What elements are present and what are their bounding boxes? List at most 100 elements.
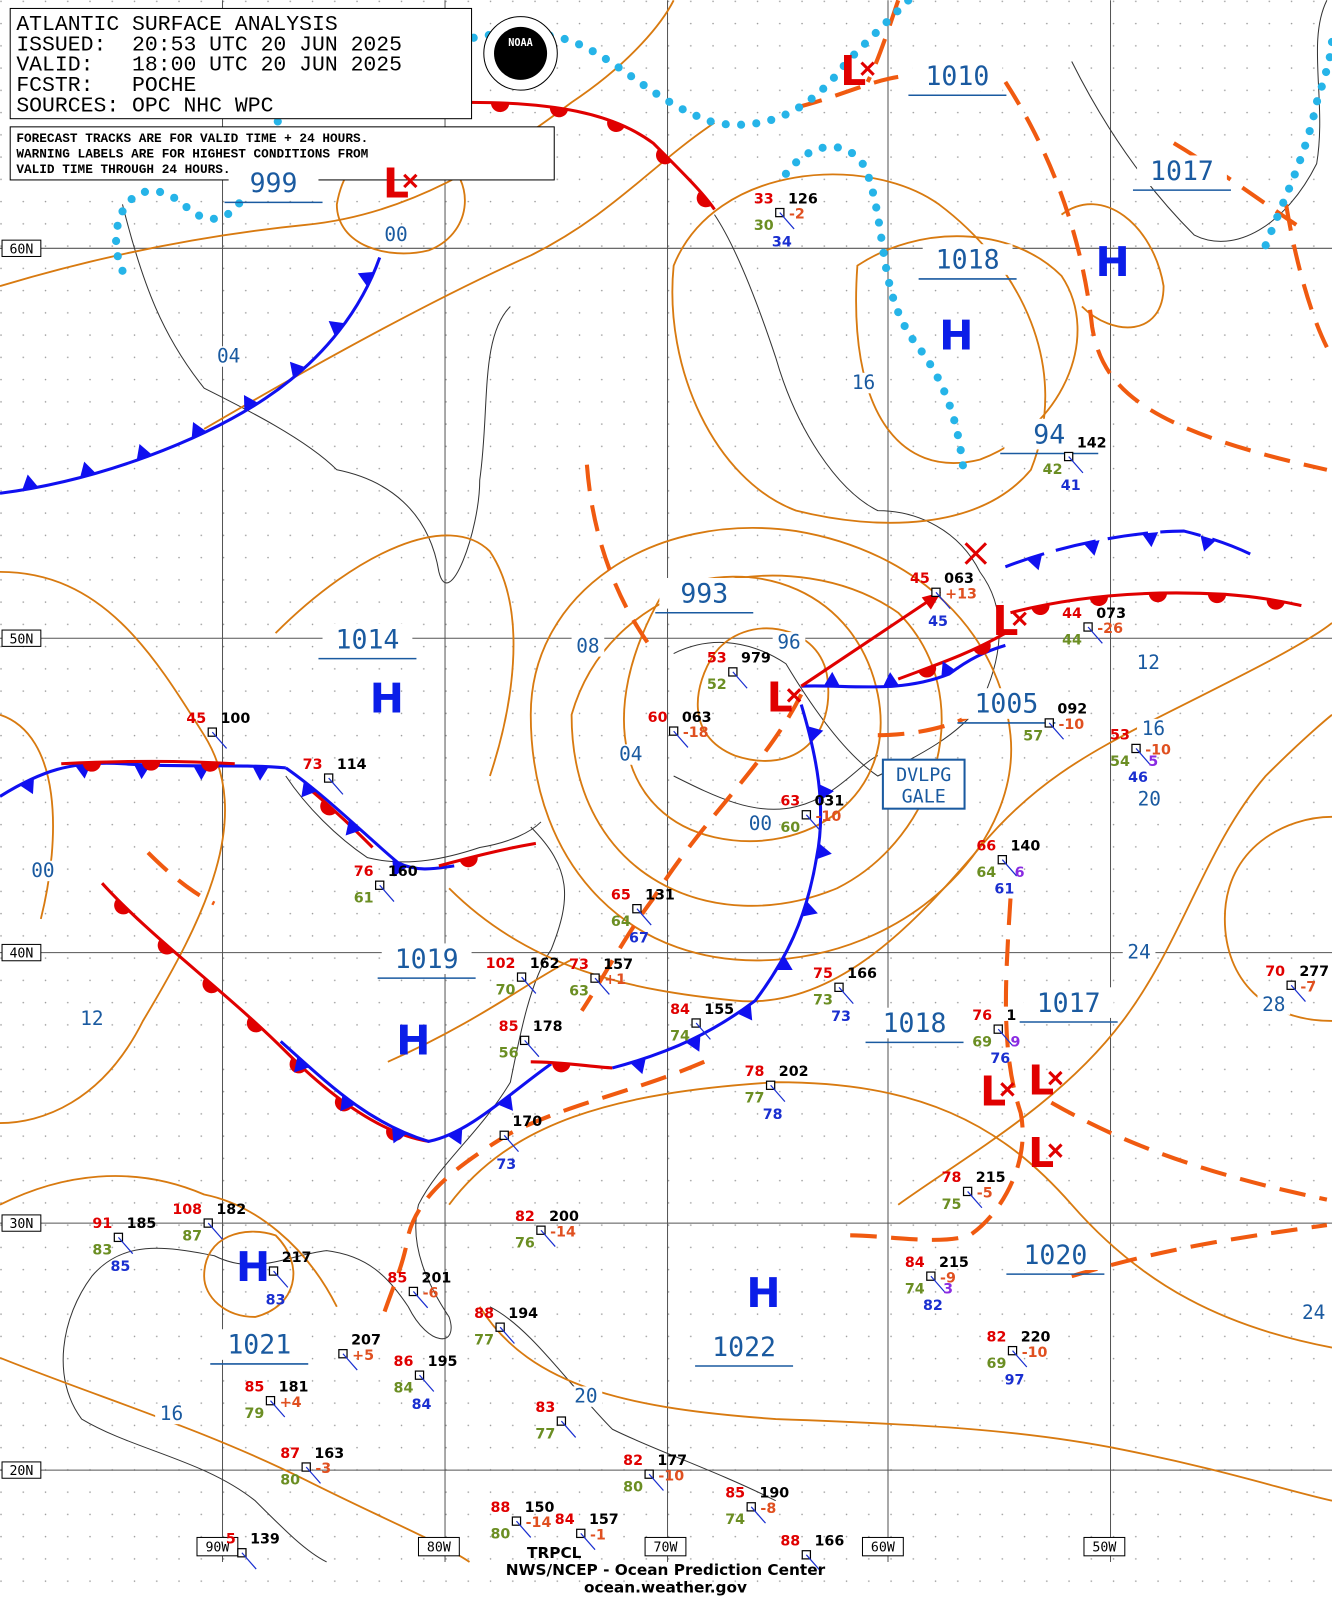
wind-barb <box>594 977 610 995</box>
lat-label: 60N <box>9 242 33 257</box>
wind-barb <box>1012 1350 1028 1368</box>
station-temp: 44 <box>1062 606 1082 622</box>
station-pressure: 1 <box>1006 1008 1016 1024</box>
station-tendency: -10 <box>816 809 842 825</box>
wind-barb <box>930 1275 946 1293</box>
wind-barb <box>241 1552 257 1570</box>
note-line: WARNING LABELS ARE FOR HIGHEST CONDITION… <box>16 146 368 161</box>
contour-label: 16 <box>160 1402 183 1425</box>
station-tendency: -18 <box>683 725 709 741</box>
dynamic-layer: 1010101710189991014993100510191018101710… <box>19 47 1330 1572</box>
contour-label: 12 <box>80 1007 103 1030</box>
high-center: H <box>1095 238 1129 286</box>
contour-label: 20 <box>574 1385 597 1408</box>
warm-front-bump <box>552 1062 571 1073</box>
station-pressure: 202 <box>779 1064 809 1080</box>
cold-front-barb <box>22 474 39 491</box>
wind-barb <box>1135 748 1151 766</box>
isobar-label-bg <box>659 578 750 609</box>
station-dew: 77 <box>745 1091 765 1107</box>
isobar-label-bg <box>1010 1239 1101 1271</box>
station-dew: 74 <box>670 1028 690 1044</box>
isobar-label-bg <box>961 688 1052 719</box>
warm-front-bump <box>607 119 625 133</box>
station-temp: 53 <box>707 651 727 667</box>
station-tendency: -26 <box>1097 621 1123 637</box>
station-pressure: 163 <box>314 1446 344 1462</box>
contour-label: 12 <box>1137 651 1160 674</box>
contour-label-bg <box>847 372 880 394</box>
station-pressure: 031 <box>815 794 845 810</box>
cold-front-barb <box>345 819 362 836</box>
contour-label: 00 <box>749 812 772 835</box>
isobar-label: 1005 <box>974 689 1038 720</box>
station-sst: 73 <box>831 1009 851 1025</box>
station-extra: 3 <box>943 1282 953 1298</box>
high-center: H <box>746 1269 780 1317</box>
wind-barb <box>499 1326 515 1344</box>
low-center: L <box>980 1068 1006 1116</box>
logo-disc <box>494 26 548 80</box>
station-marker <box>993 1024 1003 1034</box>
isobar-label-bg <box>214 1329 305 1360</box>
station-temp: 91 <box>92 1216 112 1232</box>
warm-front-bump <box>157 939 174 955</box>
station-temp: 73 <box>569 957 589 973</box>
station-pressure: 092 <box>1057 702 1087 718</box>
station-pressure: 100 <box>220 711 250 727</box>
low-center-x <box>1012 611 1027 627</box>
wind-barb <box>560 1420 577 1438</box>
cold-front-barb <box>497 1094 513 1111</box>
warm-front-bump <box>1266 598 1285 610</box>
wind-barb <box>750 1506 766 1524</box>
station-pressure: 190 <box>759 1486 789 1502</box>
cold-front-barb <box>776 955 793 971</box>
station-dew: 80 <box>280 1472 300 1488</box>
station-pressure: 063 <box>944 571 974 587</box>
station-pressure: 277 <box>1299 964 1329 980</box>
header-box <box>9 7 473 120</box>
warm-front-bump <box>202 978 219 994</box>
lon-label: 90W <box>205 1541 229 1556</box>
station-dew: 70 <box>496 982 516 998</box>
warm-front-bump <box>1089 595 1108 607</box>
isobar-label-bg <box>922 244 1013 275</box>
lat-label: 50N <box>9 632 33 647</box>
isobar-label: 1018 <box>883 1008 947 1039</box>
station-temp: 108 <box>172 1202 202 1218</box>
warm-front-bump <box>696 191 712 208</box>
station-pressure: 073 <box>1096 606 1126 622</box>
station-temp: 87 <box>280 1446 300 1462</box>
warm-front-bump <box>918 665 937 678</box>
station-tendency: -2 <box>789 207 805 223</box>
graticule <box>0 0 1332 1562</box>
station-pressure: 207 <box>351 1333 381 1349</box>
station-dew: 75 <box>942 1197 962 1213</box>
station-tendency: -14 <box>550 1224 576 1240</box>
warm-front-bump <box>656 148 672 165</box>
station-temp: 53 <box>1110 727 1130 743</box>
cold-front-barb <box>252 766 269 781</box>
station-dew: 76 <box>515 1236 535 1252</box>
wind-barb <box>838 986 854 1005</box>
station-extra: 9 <box>1010 1034 1020 1050</box>
station-pressure: 215 <box>976 1170 1006 1186</box>
contour-label-bg <box>772 632 806 653</box>
header-line: SOURCES: OPC NHC WPC <box>16 95 273 119</box>
station-sst: 61 <box>994 881 1014 897</box>
isobar-label-bg <box>912 60 1003 92</box>
station-pressure: 215 <box>939 1255 969 1271</box>
station-tendency: -3 <box>315 1461 331 1477</box>
station-dew: 64 <box>976 865 996 881</box>
station-dew: 30 <box>754 218 774 234</box>
station-temp: 82 <box>987 1329 1007 1345</box>
station-sst: 46 <box>1128 770 1148 786</box>
cold-front-barb <box>941 661 957 678</box>
isobar-label: 94 <box>1033 419 1065 450</box>
station-dew: 61 <box>354 891 374 907</box>
station-pressure: 131 <box>645 888 675 904</box>
station-temp: 45 <box>910 571 930 587</box>
station-pressure: 157 <box>589 1512 619 1528</box>
warm-front-bump <box>201 762 220 772</box>
